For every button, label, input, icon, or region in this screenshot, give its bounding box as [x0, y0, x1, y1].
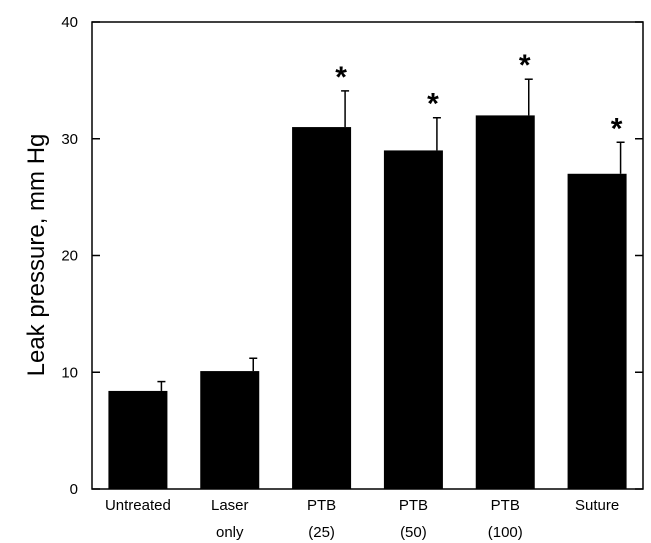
- chart-bars: [108, 78, 627, 490]
- plot-frame: [91, 21, 644, 490]
- y-tick-label: 30: [61, 131, 78, 148]
- category-label: (100): [488, 524, 523, 541]
- category-label: PTB: [491, 497, 520, 514]
- category-label: (50): [400, 524, 427, 541]
- bar: [475, 115, 535, 490]
- y-axis-label: Leak pressure, mm Hg: [23, 134, 50, 377]
- category-label: (25): [308, 524, 335, 541]
- bar: [108, 390, 168, 489]
- category-label: Suture: [575, 497, 619, 514]
- significance-marker: *: [335, 61, 347, 94]
- category-label: Untreated: [105, 497, 171, 514]
- chart-axes: [91, 21, 644, 490]
- bar: [200, 371, 260, 489]
- bar: [292, 127, 352, 489]
- bar: [383, 150, 443, 490]
- significance-marker: *: [519, 49, 531, 82]
- bar: [567, 173, 627, 489]
- significance-marker: *: [427, 88, 439, 121]
- y-tick-label: 0: [70, 481, 78, 498]
- category-label: Laser: [211, 497, 249, 514]
- chart-labels: 0 10 20 30 40 Untreated Laser only * PTB (25) * PTB (…: [61, 14, 622, 541]
- category-label: PTB: [307, 497, 336, 514]
- y-tick-label: 40: [61, 14, 78, 31]
- y-tick-label: 10: [61, 364, 78, 381]
- category-label: only: [216, 524, 244, 541]
- category-label: PTB: [399, 497, 428, 514]
- significance-marker: *: [611, 112, 623, 145]
- y-tick-label: 20: [61, 248, 78, 265]
